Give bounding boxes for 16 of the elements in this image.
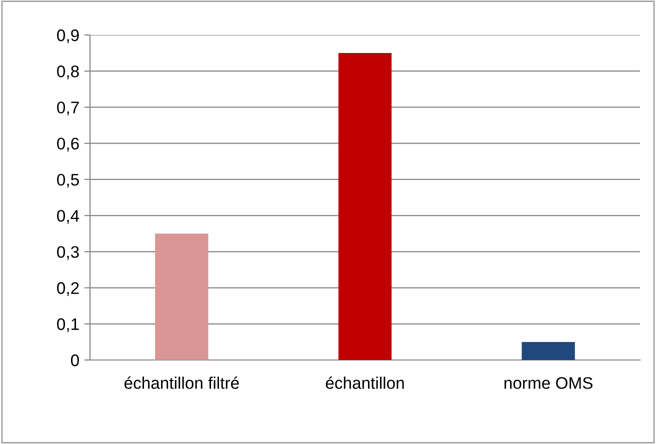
x-tick-label: échantillon (326, 376, 404, 389)
bar (155, 234, 208, 360)
y-tick-label: 0,3 (57, 246, 79, 260)
y-tick-label: 0,8 (57, 66, 79, 80)
y-tick-label: 0 (70, 354, 79, 366)
y-tick-label: 0,2 (57, 282, 79, 296)
y-tick-label: 0,7 (57, 102, 79, 116)
x-tick-label: échantillon filtré (124, 376, 239, 389)
y-tick-label: 0,6 (57, 138, 79, 152)
x-tick-label: norme OMS (504, 377, 592, 389)
bar (522, 342, 575, 360)
y-tick-label: 0,1 (57, 318, 79, 332)
bar (338, 53, 392, 360)
y-tick-label: 0,4 (57, 210, 80, 224)
y-tick-label: 0,9 (57, 29, 79, 44)
y-tick-label: 0,5 (57, 174, 79, 188)
